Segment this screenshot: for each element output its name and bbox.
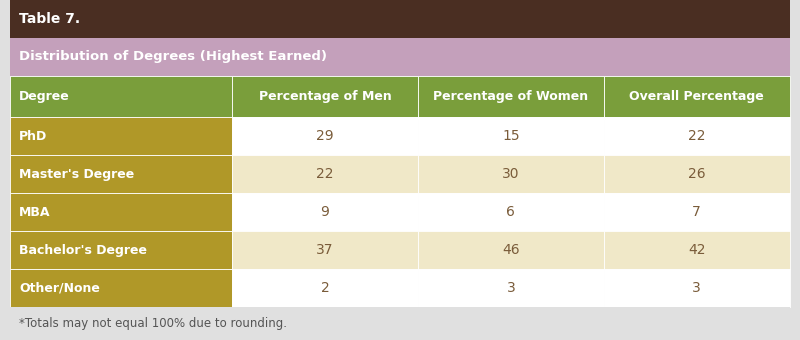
Text: 3: 3 [692, 281, 701, 295]
Text: Overall Percentage: Overall Percentage [630, 90, 764, 103]
Bar [10, 76, 232, 117]
Bar [604, 117, 790, 155]
Bar [418, 117, 604, 155]
Text: 42: 42 [688, 243, 706, 257]
Text: 22: 22 [316, 167, 334, 181]
Text: Percentage of Men: Percentage of Men [258, 90, 391, 103]
Bar [418, 269, 604, 307]
Bar [10, 38, 790, 76]
Text: 15: 15 [502, 129, 520, 143]
Bar [418, 231, 604, 269]
Text: Distribution of Degrees (Highest Earned): Distribution of Degrees (Highest Earned) [19, 50, 327, 64]
Text: Table 7.: Table 7. [19, 12, 80, 26]
Text: 2: 2 [321, 281, 330, 295]
Bar [418, 76, 604, 117]
Bar [604, 193, 790, 231]
Bar [10, 269, 232, 307]
Text: Percentage of Women: Percentage of Women [434, 90, 589, 103]
Text: Degree: Degree [19, 90, 70, 103]
Text: 29: 29 [316, 129, 334, 143]
Bar [10, 231, 232, 269]
Text: 7: 7 [692, 205, 701, 219]
Bar [232, 231, 418, 269]
Text: 30: 30 [502, 167, 520, 181]
Text: Bachelor's Degree: Bachelor's Degree [19, 243, 147, 257]
Bar [232, 193, 418, 231]
Bar [10, 117, 232, 155]
Bar [232, 117, 418, 155]
Bar [10, 193, 232, 231]
Text: PhD: PhD [19, 130, 47, 143]
Bar [232, 76, 418, 117]
Text: 46: 46 [502, 243, 520, 257]
Bar [604, 231, 790, 269]
Bar [232, 155, 418, 193]
Text: 6: 6 [506, 205, 515, 219]
Bar [10, 307, 790, 340]
Bar [604, 269, 790, 307]
Bar [604, 76, 790, 117]
Bar [418, 193, 604, 231]
Text: 9: 9 [321, 205, 330, 219]
Bar [232, 269, 418, 307]
Text: 22: 22 [688, 129, 706, 143]
Bar [604, 155, 790, 193]
Text: *Totals may not equal 100% due to rounding.: *Totals may not equal 100% due to roundi… [19, 317, 287, 330]
Text: MBA: MBA [19, 206, 50, 219]
Text: 26: 26 [688, 167, 706, 181]
Bar [10, 155, 232, 193]
Bar [418, 155, 604, 193]
Text: 3: 3 [506, 281, 515, 295]
Text: 37: 37 [316, 243, 334, 257]
Text: Other/None: Other/None [19, 282, 100, 294]
Bar [10, 0, 790, 38]
Text: Master's Degree: Master's Degree [19, 168, 134, 181]
